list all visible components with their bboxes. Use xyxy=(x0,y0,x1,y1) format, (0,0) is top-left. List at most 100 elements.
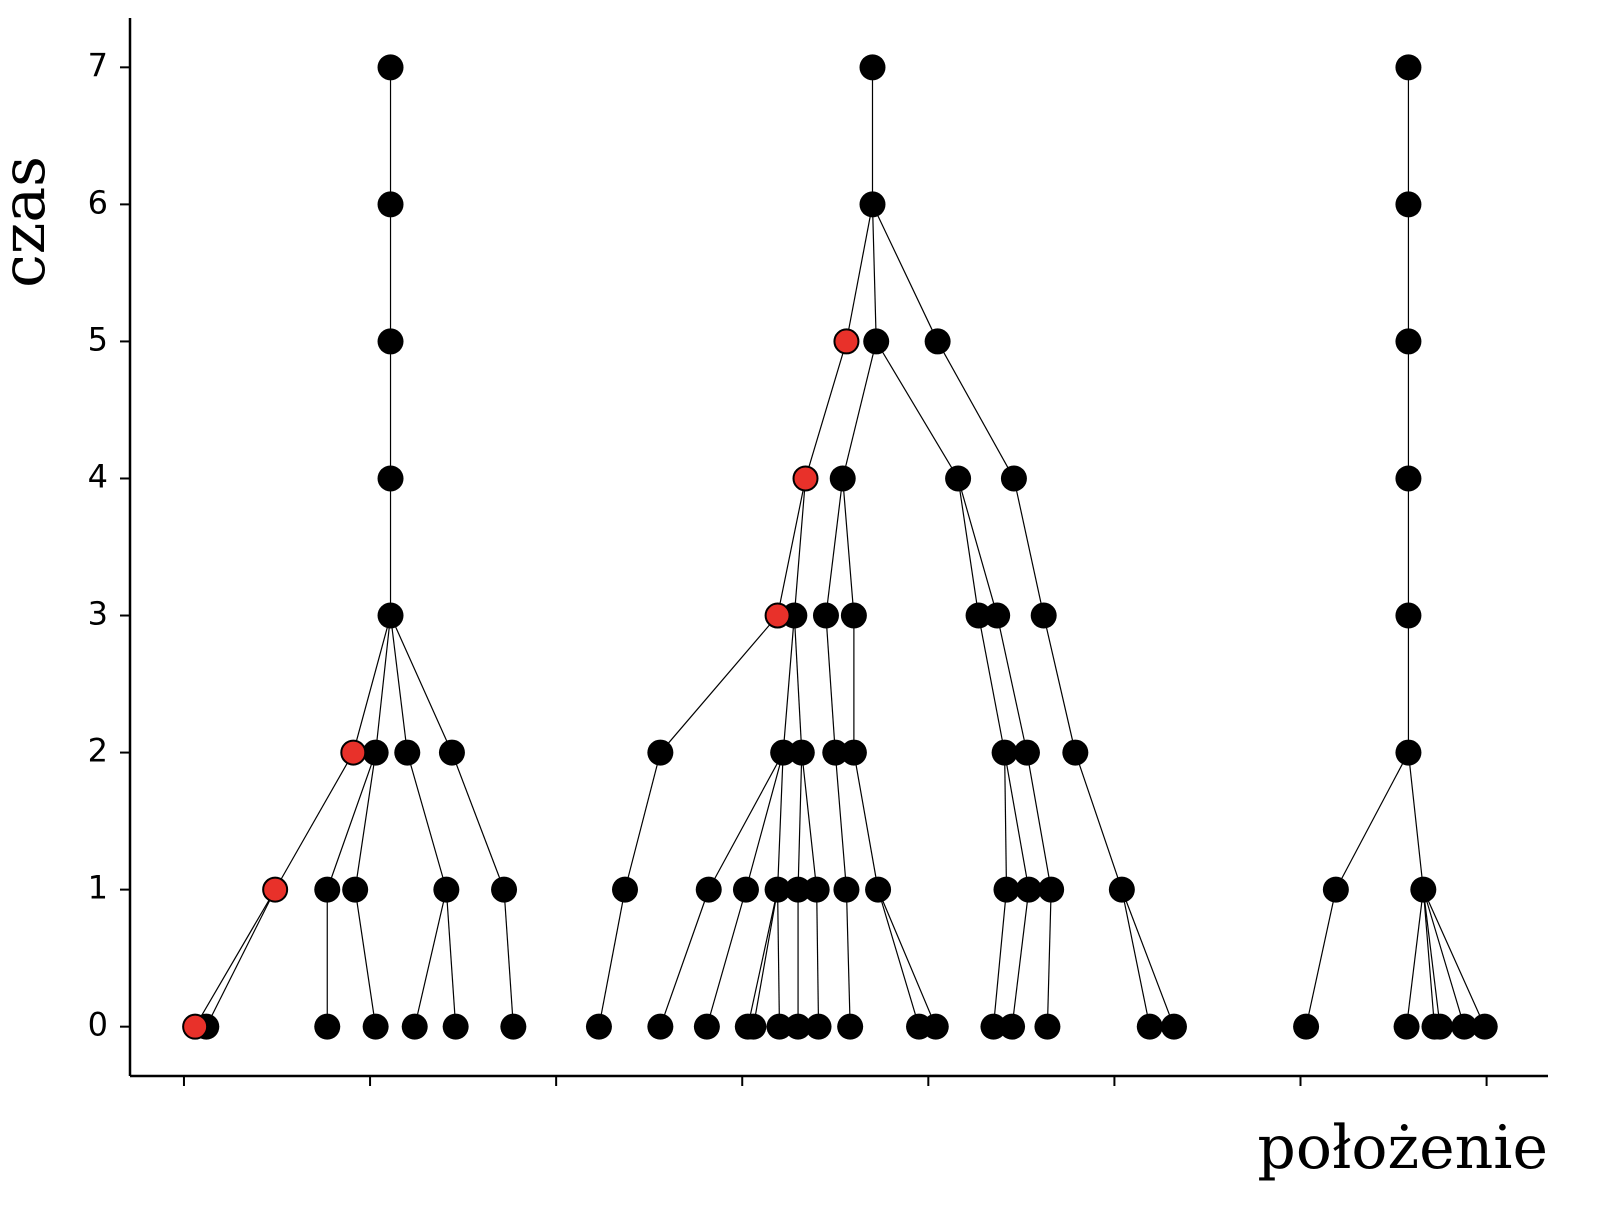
y-tick-label: 1 xyxy=(88,869,108,907)
edge xyxy=(825,478,844,616)
edge xyxy=(451,752,505,890)
node xyxy=(362,1013,389,1040)
node xyxy=(1160,1013,1187,1040)
edge xyxy=(406,752,447,890)
edge xyxy=(1422,889,1486,1027)
edge xyxy=(957,478,998,616)
edge xyxy=(745,752,784,890)
node xyxy=(377,191,404,218)
edge xyxy=(747,889,779,1027)
edge xyxy=(1011,889,1030,1027)
node xyxy=(984,602,1011,629)
node xyxy=(922,1013,949,1040)
edge xyxy=(776,752,784,890)
edge xyxy=(752,889,779,1027)
node xyxy=(362,739,389,766)
node xyxy=(980,1013,1007,1040)
edge xyxy=(375,615,392,753)
edge xyxy=(205,889,276,1027)
edge xyxy=(877,889,920,1027)
node xyxy=(438,739,465,766)
edge xyxy=(354,889,377,1027)
edge xyxy=(1305,889,1337,1027)
node xyxy=(1322,876,1349,903)
y-tick-label: 4 xyxy=(88,457,108,495)
node xyxy=(1108,876,1135,903)
node xyxy=(859,54,886,81)
edge xyxy=(326,752,377,890)
edge xyxy=(1074,752,1123,890)
highlighted-node xyxy=(792,465,819,492)
node xyxy=(1015,876,1042,903)
node xyxy=(442,1013,469,1040)
edge xyxy=(845,889,851,1027)
highlighted-node xyxy=(764,602,791,629)
edge xyxy=(1013,478,1045,616)
y-tick-label: 7 xyxy=(88,46,108,84)
edge xyxy=(777,478,807,616)
edge xyxy=(776,889,781,1027)
node xyxy=(812,602,839,629)
node xyxy=(314,1013,341,1040)
node xyxy=(865,876,892,903)
node xyxy=(1062,739,1089,766)
edge xyxy=(1422,889,1465,1027)
node xyxy=(803,876,830,903)
node xyxy=(1395,602,1422,629)
node xyxy=(764,876,791,903)
edge xyxy=(1004,752,1008,890)
node xyxy=(837,1013,864,1040)
edge xyxy=(937,341,1015,479)
edge xyxy=(414,889,447,1027)
edge xyxy=(875,341,959,479)
edge xyxy=(797,752,803,890)
node xyxy=(491,876,518,903)
edge xyxy=(816,889,820,1027)
node xyxy=(785,876,812,903)
edge xyxy=(793,478,807,616)
node xyxy=(1038,876,1065,903)
node xyxy=(585,1013,612,1040)
edge xyxy=(1026,752,1052,890)
node xyxy=(770,739,797,766)
node xyxy=(647,739,674,766)
edge xyxy=(793,615,803,753)
edge xyxy=(871,204,939,342)
edge xyxy=(996,615,1028,753)
edge xyxy=(1121,889,1151,1027)
y-tick-label: 0 xyxy=(88,1006,108,1044)
node xyxy=(805,1013,832,1040)
edge xyxy=(871,204,877,342)
node xyxy=(377,328,404,355)
node xyxy=(965,602,992,629)
highlighted-node xyxy=(833,328,860,355)
node xyxy=(500,1013,527,1040)
edge xyxy=(389,615,408,753)
node xyxy=(924,328,951,355)
y-axis-label: czas xyxy=(0,156,59,288)
edge xyxy=(1422,889,1436,1027)
edge xyxy=(1335,752,1409,890)
edge xyxy=(389,615,453,753)
edge xyxy=(659,889,710,1027)
edge xyxy=(842,341,877,479)
edge xyxy=(845,204,874,342)
x-axis-label: położenie xyxy=(1257,1113,1548,1183)
node xyxy=(1395,465,1422,492)
node xyxy=(840,739,867,766)
y-tick-label: 5 xyxy=(88,320,108,358)
node xyxy=(993,876,1020,903)
node xyxy=(1427,1013,1454,1040)
node xyxy=(788,739,815,766)
node xyxy=(377,602,404,629)
node xyxy=(695,876,722,903)
node xyxy=(840,602,867,629)
edge xyxy=(503,889,514,1027)
node xyxy=(863,328,890,355)
edge xyxy=(977,615,1006,753)
node xyxy=(1393,1013,1420,1040)
node xyxy=(401,1013,428,1040)
node xyxy=(377,465,404,492)
